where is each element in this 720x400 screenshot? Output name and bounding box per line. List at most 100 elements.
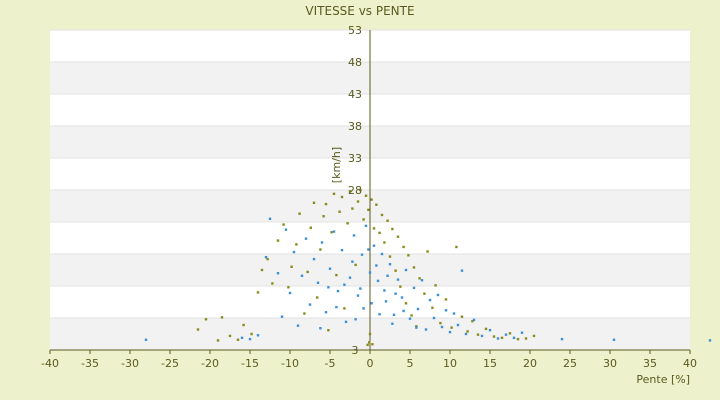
scatter-point (612, 338, 616, 341)
scatter-point (372, 227, 376, 230)
scatter-point (383, 241, 386, 244)
scatter-point (359, 287, 362, 290)
x-tick-label: 30 (603, 357, 617, 370)
scatter-point (364, 224, 368, 228)
scatter-point (380, 213, 384, 217)
scatter-point (376, 279, 380, 283)
scatter-point (560, 337, 564, 341)
scatter-point (292, 250, 296, 254)
scatter-point (240, 336, 244, 340)
scatter-point (434, 284, 437, 287)
y-tick-label: 43 (348, 88, 362, 101)
scatter-point (348, 190, 352, 193)
y-tick-label: 38 (348, 120, 362, 133)
y-tick-label: 33 (348, 152, 362, 165)
scatter-point (320, 241, 324, 244)
scatter-point (300, 274, 304, 277)
scatter-point (256, 334, 260, 337)
scatter-point (394, 269, 397, 272)
scatter-point (496, 337, 500, 340)
scatter-point (364, 194, 368, 197)
tick-labels: -40 -35 -30 -25 -20 -15 -10 -5 0 5 10 15 20 25 30 35 40 3… (41, 24, 697, 370)
scatter-point (399, 285, 402, 288)
scatter-point (388, 263, 392, 266)
scatter-point (303, 312, 306, 315)
x-tick-label: 15 (483, 357, 497, 370)
scatter-point (356, 294, 360, 297)
scatter-point (428, 298, 432, 302)
scatter-point (392, 313, 396, 316)
x-tick-label: 40 (683, 357, 697, 370)
scatter-point (402, 309, 405, 313)
scatter-point (196, 328, 200, 331)
scatter-point (407, 254, 410, 257)
scatter-point (354, 318, 357, 321)
y-tick-label: 48 (348, 56, 362, 69)
scatter-point (266, 257, 269, 261)
scatter-point (319, 327, 322, 330)
scatter-point (280, 315, 284, 318)
scatter-point (276, 272, 280, 275)
scatter-point (367, 248, 370, 251)
scatter-point (351, 260, 354, 263)
scatter-point (340, 195, 344, 199)
scatter-point (368, 271, 372, 274)
scatter-point (431, 306, 434, 309)
scatter-point (306, 270, 309, 274)
scatter-point (440, 325, 444, 329)
scatter-point (386, 274, 389, 277)
scatter-point (410, 314, 413, 317)
scatter-point (439, 321, 442, 325)
scatter-point (396, 235, 400, 238)
scatter-point (416, 307, 420, 311)
scatter-point (338, 210, 341, 213)
scatter-point (488, 328, 492, 332)
scatter-point (516, 337, 520, 341)
scatter-point (340, 248, 344, 252)
scatter-point (371, 343, 374, 346)
scatter-point (504, 333, 508, 336)
scatter-point (436, 293, 440, 297)
scatter-point (330, 231, 333, 234)
scatter-point (460, 315, 464, 318)
x-tick-label: -35 (81, 357, 99, 370)
scatter-point (316, 296, 319, 299)
scatter-point (343, 307, 346, 310)
x-tick-label: -10 (281, 357, 299, 370)
scatter-point (228, 334, 232, 338)
scatter-point (332, 230, 336, 233)
scatter-point (284, 228, 288, 231)
scatter-point (264, 256, 268, 259)
scatter-point (532, 334, 536, 338)
scatter-point (424, 328, 428, 331)
scatter-point (250, 332, 253, 336)
scatter-point (375, 264, 378, 267)
scatter-point (415, 326, 418, 329)
scatter-point (322, 215, 325, 218)
scatter-point (512, 336, 516, 340)
scatter-point (372, 244, 376, 247)
scatter-point (346, 222, 349, 225)
scatter-point (312, 257, 316, 261)
scatter-point (362, 218, 365, 221)
scatter-point (426, 250, 429, 253)
scatter-point (288, 291, 292, 295)
x-axis-label: Pente [%] (636, 373, 690, 386)
scatter-point (370, 198, 373, 201)
scatter-point (378, 312, 381, 316)
scatter-point (359, 188, 362, 192)
x-tick-label: -30 (121, 357, 139, 370)
axes (49, 30, 691, 354)
scatter-point (204, 318, 208, 321)
scatter-point (408, 317, 412, 320)
scatter-point (412, 266, 416, 269)
scatter-point (444, 309, 448, 312)
scatter-point (324, 202, 328, 206)
scatter-point (402, 245, 405, 249)
scatter-point (708, 339, 712, 342)
scatter-point (366, 343, 369, 347)
scatter-point (360, 253, 364, 256)
scatter-point (356, 200, 360, 203)
x-tick-label: -5 (325, 357, 336, 370)
scatter-point (378, 231, 381, 235)
